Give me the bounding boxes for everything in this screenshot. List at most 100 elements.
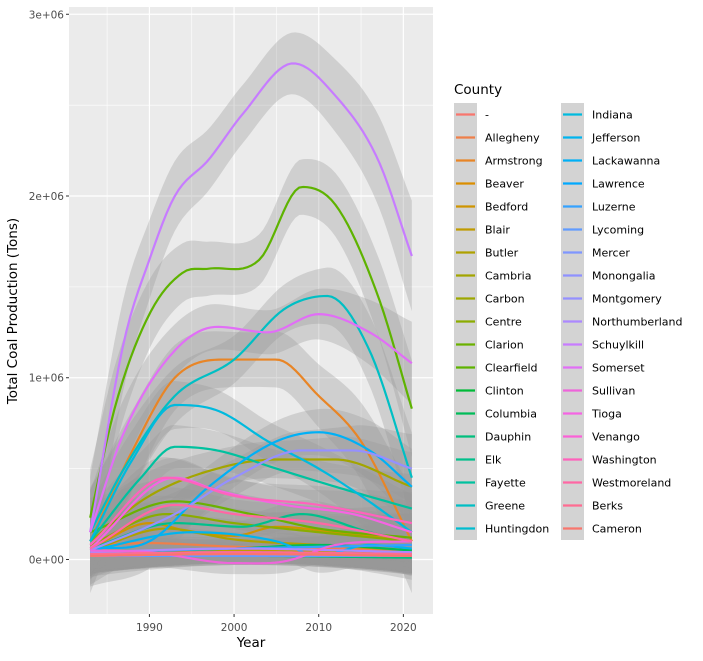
legend-label: Greene	[485, 500, 525, 513]
legend-label: Huntingdon	[485, 523, 549, 536]
series-line	[90, 540, 412, 565]
legend-item: Washington	[561, 448, 657, 471]
series-line	[89, 294, 413, 533]
legend-item: Cambria	[454, 264, 531, 287]
confidence-band	[90, 408, 412, 587]
legend-label: Venango	[592, 431, 640, 444]
legend-label: Butler	[485, 247, 519, 260]
legend-label: Fayette	[485, 477, 526, 490]
confidence-bands	[90, 32, 412, 594]
confidence-band	[90, 288, 412, 574]
confidence-band	[90, 380, 412, 580]
legend-label: Cameron	[592, 523, 642, 536]
legend-item: Greene	[454, 494, 525, 517]
legend-item: Lycoming	[561, 218, 644, 241]
y-tick-label: 1e+06	[29, 373, 65, 385]
confidence-band	[90, 331, 412, 594]
legend-label: Monongalia	[592, 270, 655, 283]
legend-item: Blair	[454, 218, 510, 241]
legend-item: Venango	[561, 425, 640, 448]
legend-item: Montgomery	[561, 287, 662, 310]
legend-item: Luzerne	[561, 195, 636, 218]
series-line	[90, 551, 412, 556]
legend-label: Cambria	[485, 270, 531, 283]
confidence-band	[90, 158, 412, 567]
legend-item: Clinton	[454, 379, 524, 402]
legend-label: Tioga	[591, 408, 622, 421]
grid-major	[69, 7, 433, 614]
y-tick-label: 0e+00	[29, 554, 64, 566]
legend-item: Clearfield	[454, 356, 538, 379]
legend-label: Dauphin	[485, 431, 531, 444]
series-lines	[89, 62, 413, 565]
legend-item: Armstrong	[454, 149, 543, 172]
series-line	[89, 476, 413, 546]
y-axis: 0e+00 1e+06 2e+06 3e+06	[29, 9, 69, 566]
legend-label: Westmoreland	[592, 477, 671, 490]
legend-label: Berks	[592, 500, 623, 513]
series-line	[89, 449, 413, 552]
legend-label: -	[485, 109, 489, 122]
series-line	[89, 522, 412, 550]
legend-label: Washington	[592, 454, 657, 467]
legend-item: Clarion	[454, 333, 524, 356]
legend-item: Bedford	[454, 195, 528, 218]
series-line	[90, 547, 412, 554]
y-tick-label: 2e+06	[29, 191, 65, 203]
legend-label: Luzerne	[592, 201, 636, 214]
legend-label: Clarion	[485, 339, 524, 352]
legend-item: Somerset	[561, 356, 645, 379]
legend-item: Northumberland	[561, 310, 682, 333]
series-line	[89, 313, 413, 533]
legend-label: Centre	[485, 316, 522, 329]
legend-item: Carbon	[454, 287, 525, 310]
confidence-band	[90, 457, 412, 577]
x-axis: 1990 2000 2010 2020	[136, 614, 417, 634]
legend-item: Beaver	[454, 172, 524, 195]
series-line	[89, 500, 412, 539]
x-tick-label: 2000	[221, 622, 248, 634]
series-line	[89, 62, 413, 533]
legend-item: Westmoreland	[561, 471, 671, 494]
legend-label: Indiana	[592, 109, 633, 122]
legend-item: Tioga	[561, 402, 622, 425]
x-tick-label: 2010	[305, 622, 332, 634]
plot-panel	[69, 7, 433, 614]
legend-label: Carbon	[485, 293, 525, 306]
legend-title: County	[454, 82, 502, 98]
legend-label: Clinton	[485, 385, 524, 398]
legend-label: Allegheny	[485, 132, 540, 145]
legend-label: Columbia	[485, 408, 537, 421]
legend-item: Allegheny	[454, 126, 540, 149]
legend-item: Jefferson	[561, 126, 640, 149]
legend-label: Mercer	[592, 247, 630, 260]
confidence-band	[90, 458, 412, 580]
series-line	[90, 431, 413, 550]
legend-label: Clearfield	[485, 362, 538, 375]
legend-label: Elk	[485, 454, 502, 467]
legend-item: Cameron	[561, 517, 642, 540]
x-tick-label: 1990	[136, 622, 163, 634]
legend-item: Schuylkill	[561, 333, 644, 356]
legend-item: Huntingdon	[454, 517, 549, 540]
legend-label: Lawrence	[592, 178, 645, 191]
legend-label: Lackawanna	[592, 155, 660, 168]
legend-label: Bedford	[485, 201, 528, 214]
confidence-band	[90, 425, 412, 585]
legend-item: Lawrence	[561, 172, 645, 195]
legend-item: Indiana	[561, 103, 633, 126]
x-tick-label: 2020	[390, 622, 417, 634]
legend-item: Berks	[561, 494, 623, 517]
y-axis-title: Total Coal Production (Tons)	[5, 218, 21, 405]
confidence-band	[90, 32, 412, 588]
legend-label: Jefferson	[591, 132, 640, 145]
legend-item: Fayette	[454, 471, 526, 494]
legend-label: Blair	[485, 224, 510, 237]
legend-item: -	[454, 103, 489, 126]
confidence-band	[90, 424, 412, 576]
grid-minor	[69, 7, 433, 614]
confidence-band	[90, 503, 412, 577]
series-line	[89, 358, 413, 542]
legend-label: Lycoming	[592, 224, 644, 237]
